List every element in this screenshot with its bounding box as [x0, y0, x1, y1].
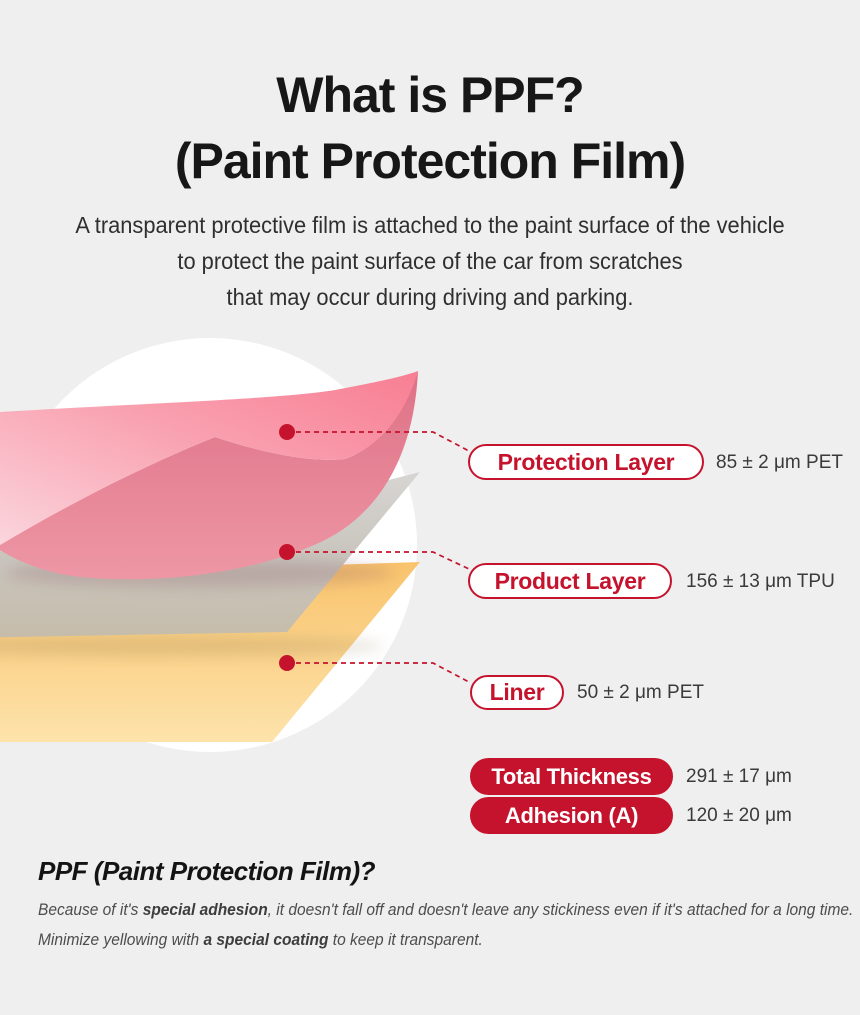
protection-layer-value: 85 ± 2 μm PET [716, 452, 843, 473]
product-layer-pill: Product Layer [468, 563, 672, 599]
footer-text: , it doesn't fall off and doesn't leave … [267, 901, 854, 919]
adhesion-label: Adhesion (A) [504, 802, 639, 828]
liner-value: 50 ± 2 μm PET [577, 682, 704, 703]
subtitle-line: that may occur during driving and parkin… [226, 284, 634, 310]
callout-dots [279, 424, 295, 671]
connector-liner [296, 662, 470, 683]
footer-text: to keep it transparent. [328, 931, 483, 949]
product-layer-value: 156 ± 13 μm TPU [686, 571, 835, 592]
dot-protection [279, 424, 295, 440]
connector-protection [296, 431, 470, 452]
total-thickness-label: Total Thickness [491, 763, 652, 789]
dot-liner [279, 655, 295, 671]
liner-pill: Liner [470, 675, 564, 710]
dot-product [279, 544, 295, 560]
footer-text: Minimize yellowing with [38, 931, 204, 949]
protection-layer-label: Protection Layer [497, 448, 675, 475]
footer-paragraph-line-1: Because of it's special adhesion, it doe… [38, 901, 853, 920]
footer-text: Because of it's [38, 901, 143, 919]
liner-label: Liner [489, 679, 545, 705]
footer-bold-special-adhesion: special adhesion [142, 901, 268, 919]
protection-layer-shape [0, 371, 418, 545]
total-thickness-value: 291 ± 17 μm [686, 766, 792, 787]
protection-layer-underside [0, 371, 418, 580]
total-thickness-pill: Total Thickness [470, 758, 673, 795]
connector-product [296, 551, 470, 570]
title-line-1: What is PPF? [276, 67, 584, 123]
ppf-layers-illustration [0, 338, 470, 752]
page-subtitle: A transparent protective film is attache… [0, 207, 860, 315]
product-layer-label: Product Layer [494, 567, 646, 594]
footer-paragraph-line-2: Minimize yellowing with a special coatin… [38, 931, 483, 950]
protection-layer-pill: Protection Layer [468, 444, 704, 480]
adhesion-value: 120 ± 20 μm [686, 805, 792, 826]
adhesion-pill: Adhesion (A) [470, 797, 673, 834]
callout-connectors [296, 431, 470, 683]
page-title: What is PPF? (Paint Protection Film) [0, 62, 860, 194]
subtitle-line: to protect the paint surface of the car … [177, 248, 683, 274]
footer-bold-special-coating: a special coating [203, 931, 329, 949]
subtitle-line: A transparent protective film is attache… [75, 212, 785, 238]
footer-heading: PPF (Paint Protection Film)? [38, 856, 376, 886]
liner-shadow [0, 636, 385, 656]
title-line-2: (Paint Protection Film) [174, 133, 686, 189]
